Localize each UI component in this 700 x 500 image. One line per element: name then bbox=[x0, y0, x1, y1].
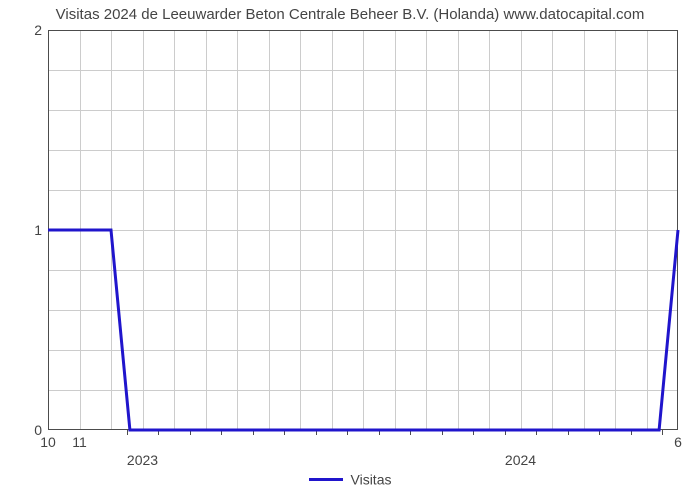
y-tick-label: 2 bbox=[34, 22, 48, 38]
plot-area: 0121011620232024 bbox=[48, 30, 678, 430]
x-tick-label: 6 bbox=[674, 430, 682, 450]
series-path bbox=[48, 230, 678, 430]
x-year-label: 2024 bbox=[505, 430, 536, 468]
x-tick-label: 11 bbox=[72, 430, 87, 450]
line-series bbox=[48, 30, 678, 430]
x-minor-tick bbox=[662, 430, 663, 435]
x-year-label: 2023 bbox=[127, 430, 158, 468]
legend-label: Visitas bbox=[351, 471, 392, 487]
y-tick-label: 1 bbox=[34, 222, 48, 238]
chart-container: Visitas 2024 de Leeuwarder Beton Central… bbox=[0, 0, 700, 500]
x-tick-label: 10 bbox=[40, 430, 56, 450]
legend: Visitas bbox=[0, 470, 700, 487]
chart-title: Visitas 2024 de Leeuwarder Beton Central… bbox=[0, 6, 700, 23]
legend-swatch bbox=[309, 478, 343, 481]
